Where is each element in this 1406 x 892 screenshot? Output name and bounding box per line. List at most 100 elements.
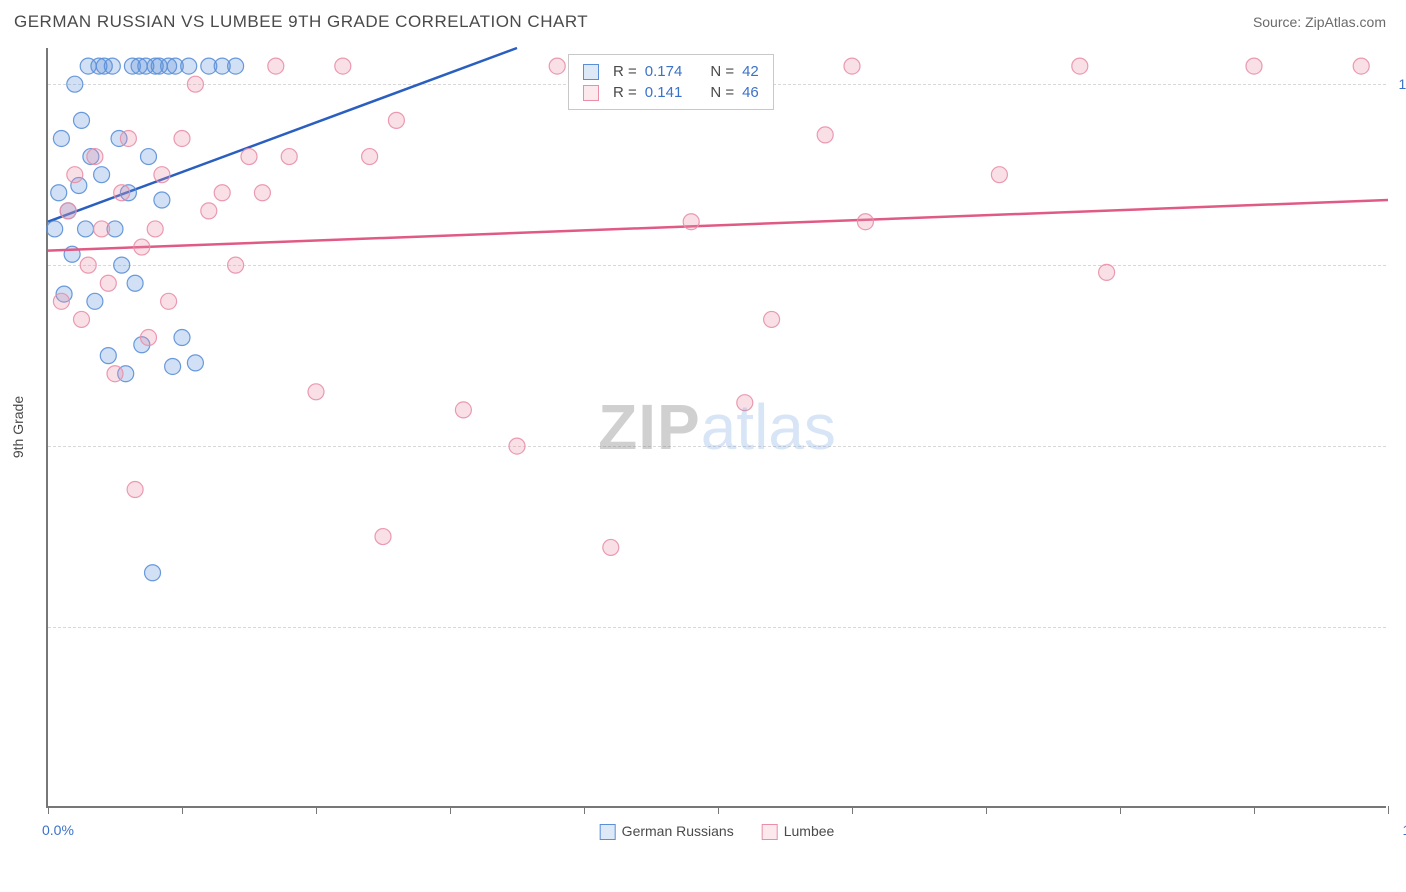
data-point[interactable] [187,355,203,371]
data-point[interactable] [844,58,860,74]
data-point[interactable] [187,76,203,92]
data-point[interactable] [51,185,67,201]
data-point[interactable] [100,275,116,291]
correlation-legend-box: R = 0.174 N = 42 R = 0.141N = 46 [568,54,774,110]
data-point[interactable] [228,257,244,273]
data-point[interactable] [1099,264,1115,280]
data-point[interactable] [100,348,116,364]
legend-swatch [583,85,599,101]
data-point[interactable] [67,167,83,183]
data-point[interactable] [228,58,244,74]
data-point[interactable] [165,358,181,374]
data-point[interactable] [683,214,699,230]
data-point[interactable] [107,366,123,382]
data-point[interactable] [817,127,833,143]
x-tick [1254,806,1255,814]
trend-line [48,200,1388,251]
data-point[interactable] [603,539,619,555]
chart-title: GERMAN RUSSIAN VS LUMBEE 9TH GRADE CORRE… [14,12,588,32]
data-point[interactable] [80,257,96,273]
x-axis-min-label: 0.0% [42,822,74,838]
data-point[interactable] [737,395,753,411]
data-point[interactable] [362,149,378,165]
data-point[interactable] [87,149,103,165]
chart-container: 9th Grade 85.0%90.0%95.0%100.0% ZIPatlas… [46,48,1386,808]
corr-n-value: 42 [742,63,759,80]
data-point[interactable] [114,185,130,201]
data-point[interactable] [335,58,351,74]
x-tick [718,806,719,814]
corr-n-value: 46 [742,84,759,101]
data-point[interactable] [53,130,69,146]
data-point[interactable] [147,221,163,237]
data-point[interactable] [281,149,297,165]
correlation-row: R = 0.174 N = 42 [583,61,759,82]
data-point[interactable] [1072,58,1088,74]
y-axis-title: 9th Grade [10,396,26,458]
data-point[interactable] [141,149,157,165]
data-point[interactable] [201,203,217,219]
corr-r-label: R = [613,63,637,80]
data-point[interactable] [549,58,565,74]
data-point[interactable] [857,214,873,230]
data-point[interactable] [127,275,143,291]
corr-n-label: N = [710,63,734,80]
x-tick [48,806,49,814]
data-point[interactable] [154,192,170,208]
legend-item[interactable]: German Russians [600,823,734,840]
corr-r-label: R = [613,84,637,101]
data-point[interactable] [104,58,120,74]
data-point[interactable] [127,482,143,498]
data-point[interactable] [174,130,190,146]
chart-source: Source: ZipAtlas.com [1253,14,1386,30]
data-point[interactable] [161,293,177,309]
bottom-legend: German Russians Lumbee [600,823,835,840]
legend-item[interactable]: Lumbee [762,823,835,840]
y-tick-label: 85.0% [1391,619,1406,635]
data-point[interactable] [375,529,391,545]
x-tick [450,806,451,814]
x-tick [852,806,853,814]
data-point[interactable] [87,293,103,309]
data-point[interactable] [241,149,257,165]
data-point[interactable] [1246,58,1262,74]
y-tick-label: 95.0% [1391,257,1406,273]
data-point[interactable] [991,167,1007,183]
data-point[interactable] [74,311,90,327]
x-tick [182,806,183,814]
corr-r-value: 0.174 [645,63,683,80]
data-point[interactable] [1353,58,1369,74]
legend-swatch [762,824,778,840]
data-point[interactable] [53,293,69,309]
data-point[interactable] [268,58,284,74]
data-point[interactable] [181,58,197,74]
data-point[interactable] [174,330,190,346]
data-point[interactable] [254,185,270,201]
data-point[interactable] [764,311,780,327]
data-point[interactable] [94,167,110,183]
data-point[interactable] [509,438,525,454]
data-point[interactable] [154,167,170,183]
data-point[interactable] [134,239,150,255]
data-point[interactable] [388,112,404,128]
data-point[interactable] [78,221,94,237]
data-point[interactable] [455,402,471,418]
legend-swatch [583,64,599,80]
plot-area: 9th Grade 85.0%90.0%95.0%100.0% ZIPatlas… [46,48,1386,808]
data-point[interactable] [67,76,83,92]
legend-swatch [600,824,616,840]
data-point[interactable] [94,221,110,237]
x-tick [1120,806,1121,814]
data-point[interactable] [141,330,157,346]
data-point[interactable] [60,203,76,219]
y-tick-label: 100.0% [1391,76,1406,92]
data-point[interactable] [308,384,324,400]
data-point[interactable] [120,130,136,146]
x-tick [1388,806,1389,814]
data-point[interactable] [114,257,130,273]
data-point[interactable] [214,185,230,201]
data-point[interactable] [145,565,161,581]
data-point[interactable] [47,221,63,237]
data-point[interactable] [74,112,90,128]
correlation-row: R = 0.141N = 46 [583,82,759,103]
